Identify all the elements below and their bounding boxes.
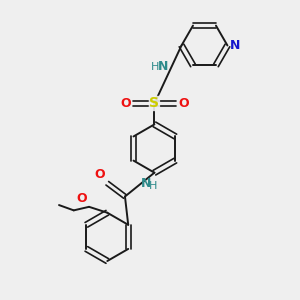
Text: O: O (76, 192, 87, 206)
Text: N: N (158, 60, 169, 73)
Text: N: N (230, 39, 240, 52)
Text: O: O (178, 97, 189, 110)
Text: O: O (120, 97, 131, 110)
Text: N: N (141, 177, 152, 190)
Text: H: H (149, 181, 158, 191)
Text: S: S (149, 97, 159, 110)
Text: H: H (151, 62, 159, 72)
Text: O: O (94, 168, 105, 181)
